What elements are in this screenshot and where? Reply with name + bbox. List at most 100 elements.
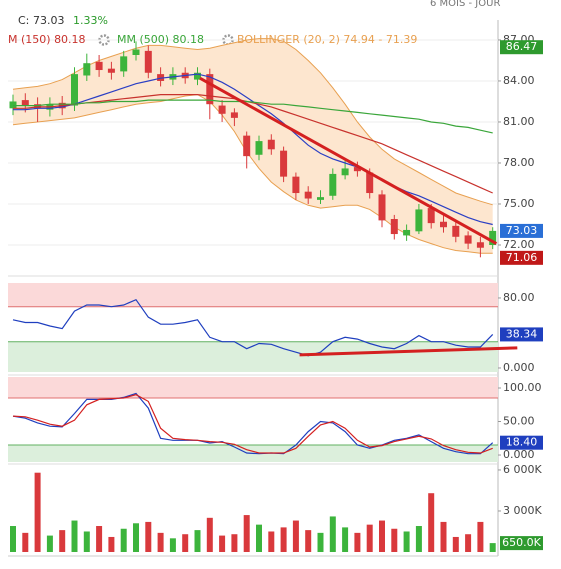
candle-body (95, 61, 103, 71)
bollinger-band (13, 38, 493, 254)
volume-bar (280, 527, 287, 552)
value-badge (500, 536, 543, 551)
volume-bar (231, 534, 238, 552)
value-badge (500, 327, 543, 342)
volume-bar (133, 523, 139, 552)
y-tick-label: 0.000 (503, 361, 535, 374)
candle-body (464, 235, 472, 244)
volume-bar (83, 531, 90, 552)
candle-body (107, 68, 115, 73)
volume-bar (268, 531, 275, 552)
zone (8, 341, 498, 372)
moving-average (13, 99, 493, 134)
candle-body (206, 74, 214, 105)
volume-bar (157, 532, 164, 552)
moving-average (13, 93, 493, 194)
volume-bar (46, 535, 53, 552)
candle-body (476, 242, 484, 248)
value-badge-label: 86.47 (506, 40, 538, 53)
volume-bar (71, 520, 78, 552)
volume-bar (354, 532, 361, 552)
candle-body (292, 176, 300, 194)
volume-bar (366, 524, 373, 552)
candle-body (218, 105, 226, 114)
trend-line (299, 346, 518, 357)
volume-bar (194, 530, 201, 552)
candle-body (304, 191, 312, 199)
value-badge-label: 38.34 (506, 327, 538, 340)
candle-body (489, 230, 497, 245)
y-tick-label: 6 000K (503, 463, 542, 476)
volume-bar (477, 521, 484, 552)
candle-body (230, 112, 238, 118)
candle-body (34, 104, 42, 109)
change-value: 1.33% (73, 14, 108, 27)
candle-body (390, 219, 398, 235)
y-tick-label: 80.00 (503, 291, 535, 304)
volume-bar (59, 530, 66, 552)
candle-body (9, 101, 17, 109)
candle-body (427, 208, 435, 224)
volume-bar (342, 527, 349, 552)
candle-body (329, 173, 337, 196)
y-tick-label: 81.00 (503, 115, 535, 128)
bollinger-line (12, 38, 493, 206)
y-tick-label: 84.00 (503, 74, 535, 87)
y-tick-label: 0.000 (503, 448, 535, 461)
volume-bar (292, 520, 299, 552)
volume-bar (169, 538, 176, 552)
volume-bar (452, 536, 459, 552)
candle-body (280, 150, 288, 177)
volume-bar (10, 526, 16, 552)
y-tick-label: 78.00 (503, 156, 535, 169)
volume-bar (317, 532, 324, 552)
legend-entry: MM (500) 80.18 (117, 33, 204, 46)
value-badge (500, 40, 543, 55)
candle-body (341, 168, 349, 176)
volume-bar (120, 528, 127, 552)
indicator-line (12, 392, 494, 455)
y-tick-label: 50.00 (503, 415, 535, 428)
candle-body (366, 172, 374, 194)
legend-entry: M (150) 80.18 (8, 33, 86, 46)
volume-bar (489, 543, 496, 552)
indicator-line (12, 394, 493, 454)
candle-body (353, 167, 361, 172)
y-tick-label: 72.00 (503, 238, 535, 251)
volume-bar (206, 517, 213, 552)
volume-bar (145, 521, 152, 552)
indicator-line (12, 298, 494, 357)
volume-bar (440, 521, 447, 552)
volume-bar (428, 493, 435, 552)
y-tick-label: 75.00 (503, 197, 535, 210)
volume-bar (256, 524, 262, 552)
value-badge-label: 18.40 (506, 436, 538, 449)
candle-body (403, 229, 411, 236)
volume-bar (108, 536, 115, 552)
volume-bar (329, 516, 336, 552)
candle-body (194, 72, 201, 80)
candle-body (71, 74, 78, 106)
candle-body (157, 74, 165, 81)
period-label: 6 MOIS - JOUR (430, 0, 500, 9)
value-badge-label: 71.06 (506, 251, 538, 264)
value-badge-label: 73.03 (506, 224, 538, 237)
bollinger-line (12, 94, 493, 254)
value-badge (500, 223, 543, 238)
volume-bar (379, 520, 385, 552)
candle-body (378, 194, 386, 221)
volume-bar (219, 535, 226, 552)
close-label: C: (18, 14, 29, 27)
volume-bar (403, 531, 410, 552)
volume-bar (243, 515, 250, 552)
candle-body (255, 141, 263, 155)
candle-body (132, 49, 140, 55)
candle-body (120, 56, 128, 72)
volume-bar (96, 526, 103, 552)
candle-body (317, 197, 324, 200)
candle-body (21, 100, 29, 106)
y-tick-label: 100.00 (503, 381, 542, 394)
value-badge-label: 650.0K (502, 536, 541, 549)
trend-line (199, 76, 498, 245)
volume-bar (465, 534, 472, 552)
